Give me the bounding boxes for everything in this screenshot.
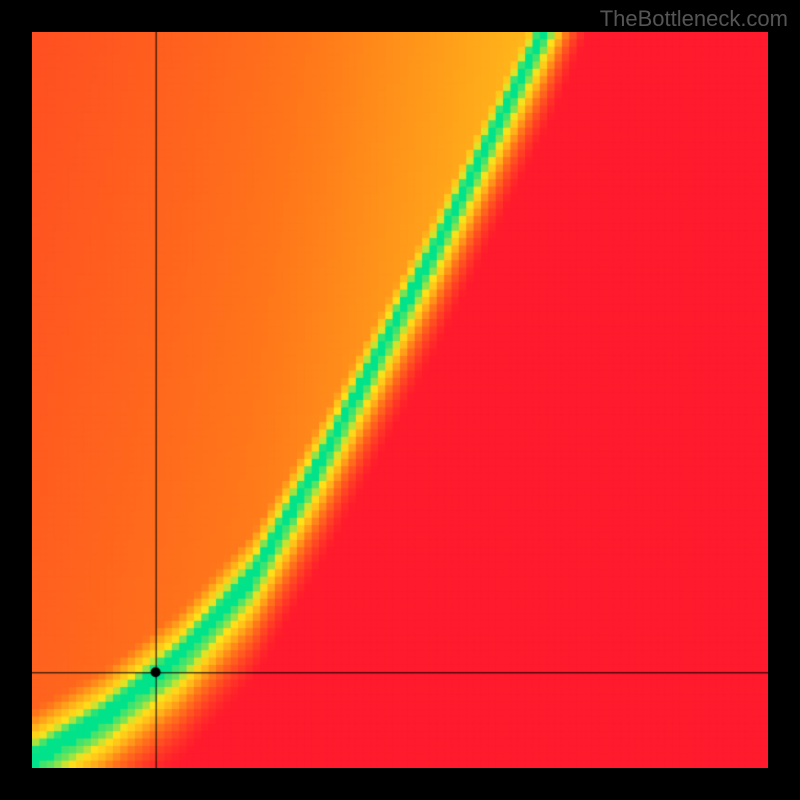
chart-container: { "watermark": { "text": "TheBottleneck.…	[0, 0, 800, 800]
bottleneck-heatmap	[32, 32, 768, 768]
watermark-text: TheBottleneck.com	[600, 6, 788, 32]
